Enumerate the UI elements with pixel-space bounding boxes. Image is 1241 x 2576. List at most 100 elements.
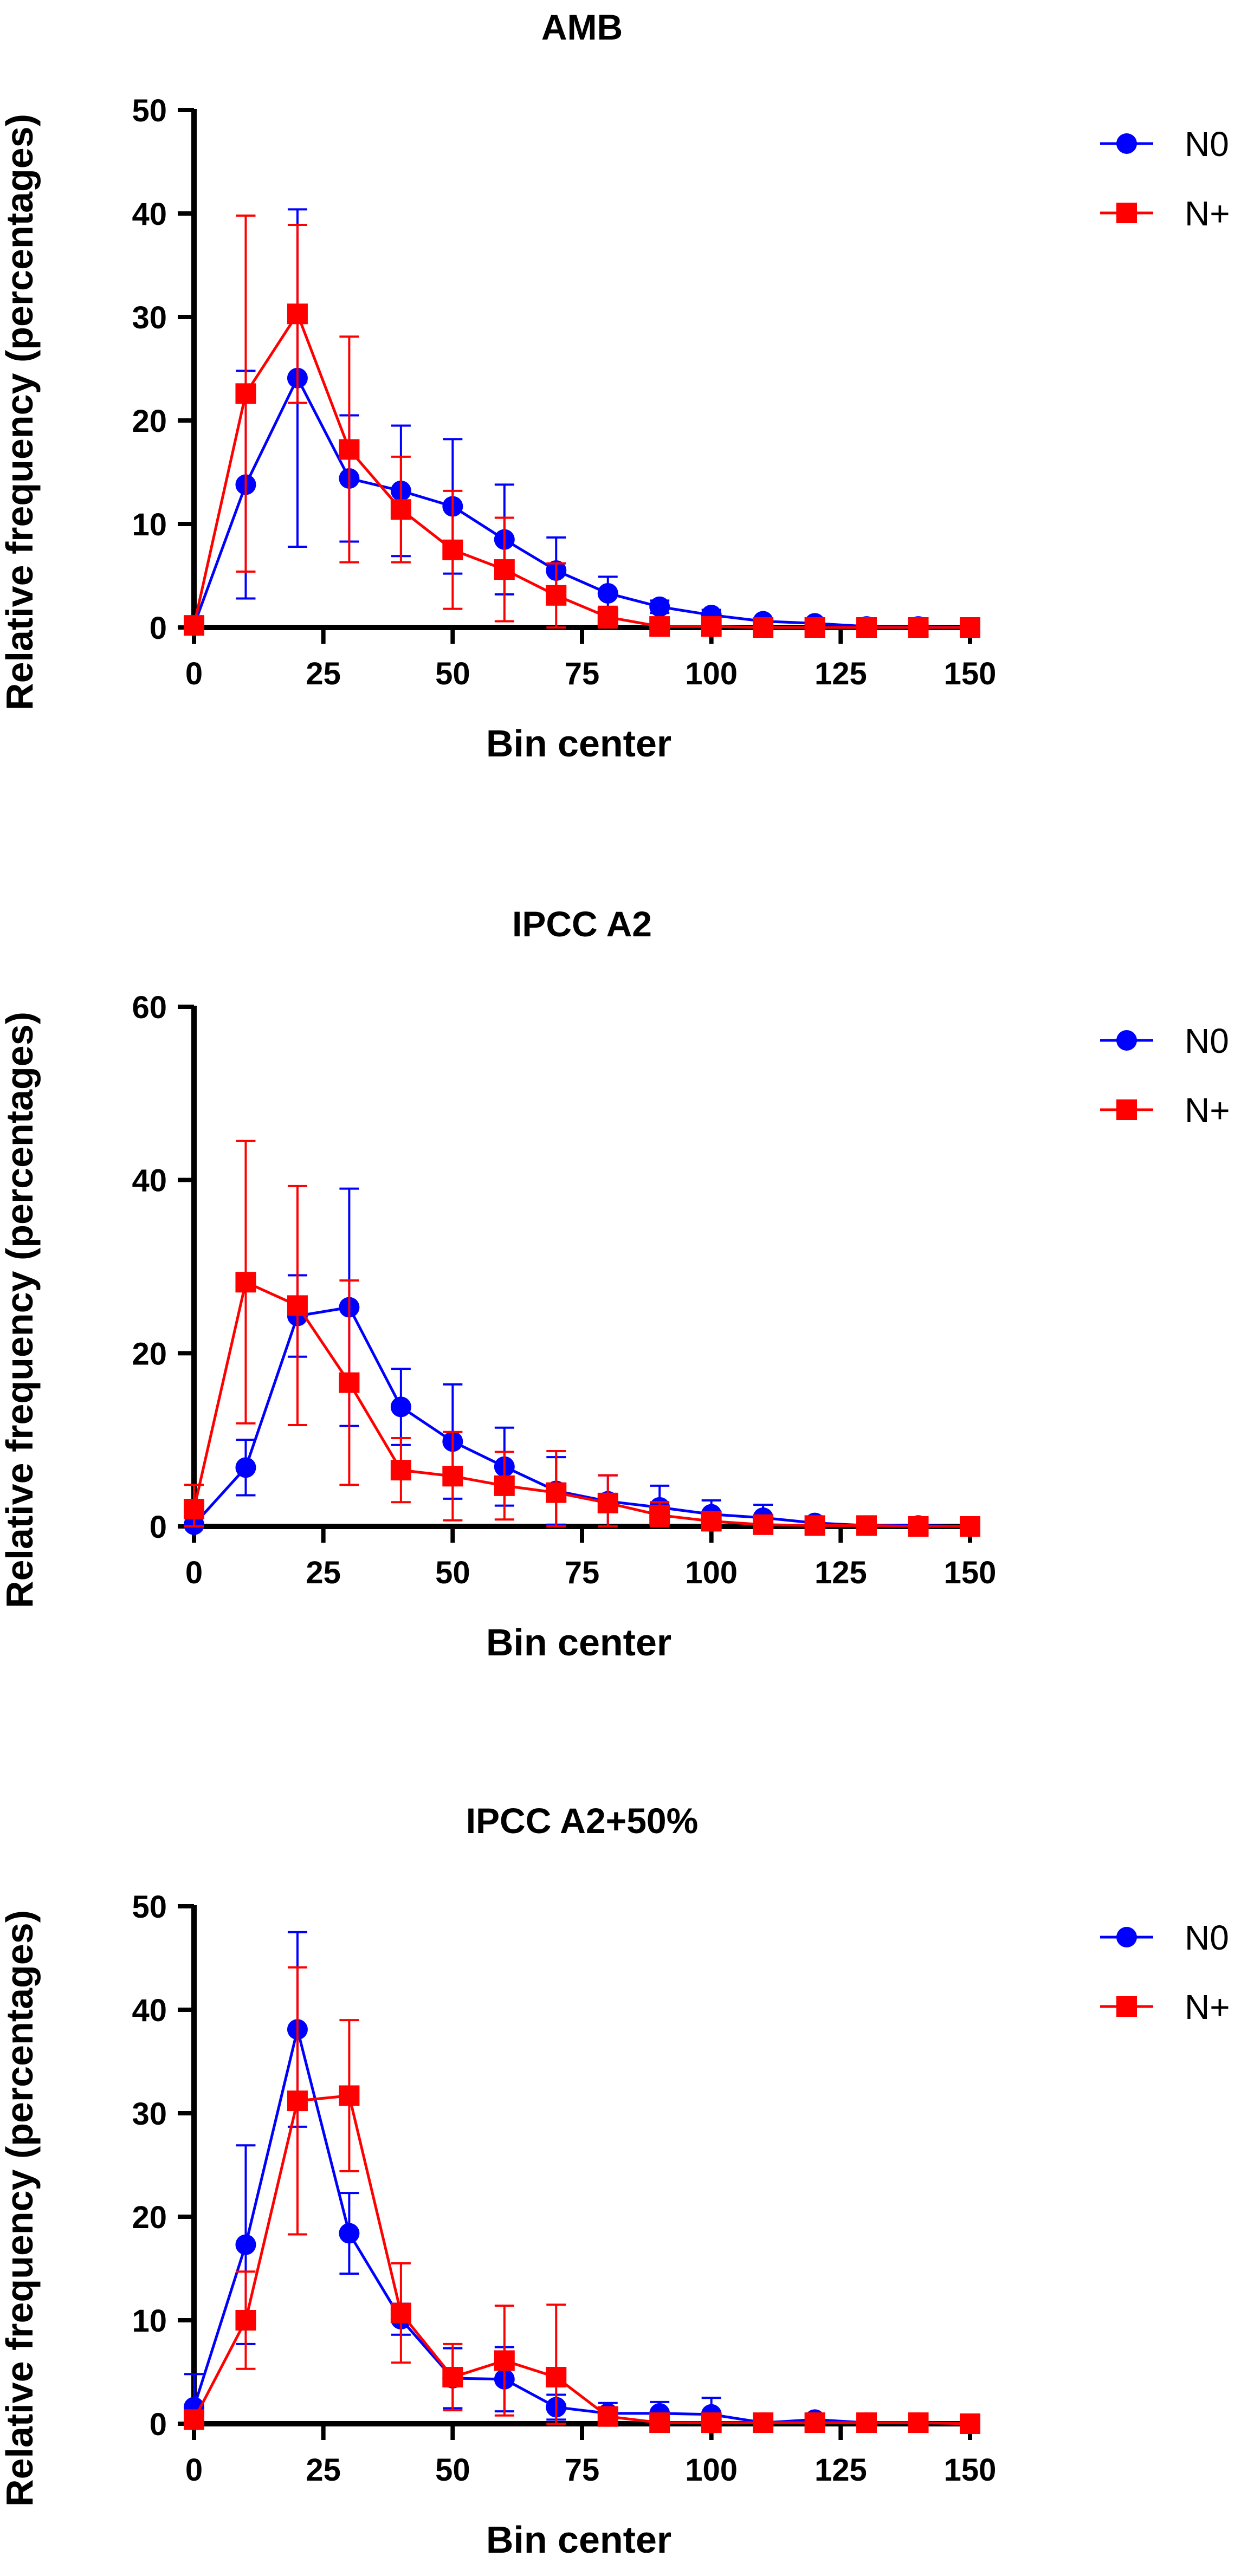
chart-2-N+-point [597, 2406, 618, 2427]
chart-1-xtick-label: 100 [685, 1555, 738, 1590]
chart-2-N+-point [856, 2412, 877, 2433]
chart-1-N+-point [339, 1372, 360, 1393]
chart-1-series-N+ [184, 1140, 980, 1537]
chart-0-N+-point [546, 585, 567, 606]
chart-2-ylabel: Relative frequency (percentages) [0, 1910, 41, 2507]
chart-2-xtick-label: 100 [685, 2452, 738, 2488]
chart-0-N+-point [287, 303, 308, 325]
chart-1-xtick-label: 150 [944, 1555, 997, 1590]
chart-1-title: IPCC A2 [512, 904, 652, 944]
chart-0-ytick-label: 20 [132, 404, 167, 439]
chart-2-xlabel: Bin center [486, 2519, 671, 2561]
chart-0-N+-point [804, 617, 825, 638]
chart-2-xtick-label: 75 [565, 2452, 600, 2488]
chart-2-series-N+ [184, 1966, 980, 2434]
chart-2-xtick-label: 25 [306, 2452, 341, 2488]
chart-1-ytick-label: 20 [132, 1336, 167, 1371]
chart-0-xtick-label: 75 [565, 656, 600, 691]
chart-1-xtick-label: 125 [815, 1555, 867, 1590]
chart-1-N+-point [804, 1515, 825, 1536]
chart-2-ytick-label: 40 [132, 1993, 167, 2028]
chart-2-N+-line [192, 2094, 971, 2425]
chart-2-series-N0 [184, 1931, 980, 2434]
chart-0-xtick-label: 100 [685, 656, 738, 691]
chart-0-xtick-label: 125 [815, 656, 867, 691]
chart-1-N+-point [701, 1511, 722, 1532]
chart-1-N+-point [287, 1295, 308, 1316]
chart-1-N0-point [390, 1396, 411, 1418]
chart-0-legend-label-N0: N0 [1185, 125, 1229, 164]
chart-1-N+-point [494, 1475, 515, 1496]
chart-1-xtick-label: 0 [185, 1555, 203, 1590]
chart-1-N+-point [546, 1482, 567, 1503]
chart-1-N+-line [192, 1280, 970, 1528]
chart-2-title: IPCC A2+50% [466, 1801, 699, 1841]
chart-0-N+-point [339, 439, 360, 460]
chart-1-ytick-label: 0 [150, 1510, 167, 1545]
chart-0-N+-point [701, 616, 722, 637]
chart-0-legend: N0 N+ [1100, 125, 1230, 233]
chart-2-N+-point [701, 2412, 722, 2433]
chart-1-N+-point [235, 1272, 256, 1293]
chart-1-N+-point [856, 1515, 877, 1536]
chart-2-ytick-label: 10 [132, 2303, 167, 2339]
chart-2-N+-point [494, 2350, 515, 2371]
chart-1-ytick-label: 60 [132, 990, 167, 1025]
chart-1-legend: N0 N+ [1100, 1021, 1230, 1130]
chart-0-N+-point [235, 383, 256, 404]
chart-2-ytick-label: 0 [150, 2407, 167, 2442]
chart-0-N+-point [856, 617, 877, 638]
chart-2-legend-marker-N+ [1116, 1996, 1137, 2017]
chart-2-ytick-label: 20 [132, 2200, 167, 2235]
chart-2-N0-point [235, 2234, 256, 2255]
chart-2-N0-point [339, 2223, 360, 2244]
chart-0-xtick-label: 0 [185, 656, 203, 691]
chart-2-N+-point [390, 2302, 411, 2323]
chart-0-legend-marker-N+ [1116, 203, 1137, 223]
chart-0-xtick-label: 25 [306, 656, 341, 691]
chart-2-ytick-label: 30 [132, 2096, 167, 2132]
chart-2-ytick-label: 50 [132, 1889, 167, 1925]
chart-0-N+-point [597, 606, 618, 627]
chart-1-N+-point [753, 1514, 774, 1535]
chart-0-N+-point [960, 617, 980, 638]
chart-1-N+-point [442, 1466, 463, 1487]
chart-2-xtick-label: 150 [944, 2452, 997, 2488]
chart-2-xtick-label: 0 [185, 2452, 203, 2488]
chart-0-series-N0 [184, 208, 980, 638]
chart-1-ytick-label: 40 [132, 1163, 167, 1199]
chart-2-N+-point [442, 2367, 463, 2388]
chart-2-N+-point [287, 2090, 308, 2112]
chart-1-N0-point [235, 1457, 256, 1478]
chart-0-N+-point [753, 617, 774, 638]
chart-0-ytick-label: 10 [132, 507, 167, 542]
chart-2-N0-line [192, 2029, 971, 2425]
chart-0-N0-line [192, 375, 971, 629]
chart-2-N+-point [649, 2412, 670, 2433]
chart-0-N+-point [442, 539, 463, 560]
chart-0-ylabel: Relative frequency (percentages) [0, 114, 41, 710]
chart-0-ytick-label: 0 [150, 611, 167, 646]
chart-1-xtick-label: 50 [435, 1555, 470, 1590]
chart-0-xlabel: Bin center [486, 722, 671, 765]
chart-2-legend-label-N+: N+ [1185, 1988, 1230, 2027]
chart-2-N+-point [753, 2412, 774, 2433]
chart-0-N0-point [649, 596, 670, 617]
chart-2-xtick-label: 125 [815, 2452, 867, 2488]
chart-1-xlabel: Bin center [486, 1621, 671, 1664]
chart-0-N+-point [184, 615, 204, 636]
chart-1-N+-point [960, 1516, 980, 1537]
chart-0-ytick-label: 40 [132, 197, 167, 232]
chart-2-N+-point [960, 2413, 980, 2434]
chart-0-N+-point [908, 617, 929, 638]
chart-1-N+-point [597, 1492, 618, 1513]
chart-0-N0-point [597, 582, 618, 604]
chart-0-legend-label-N+: N+ [1185, 194, 1230, 233]
chart-1-N+-point [184, 1499, 204, 1520]
chart-2-legend-marker-N0 [1116, 1927, 1137, 1947]
chart-2: IPCC A2+50% Relative frequency (percentag… [0, 1801, 1230, 2561]
chart-0-series-N+ [184, 214, 980, 638]
chart-1-ylabel: Relative frequency (percentages) [0, 1012, 41, 1608]
chart-1-xtick-label: 75 [565, 1555, 600, 1590]
